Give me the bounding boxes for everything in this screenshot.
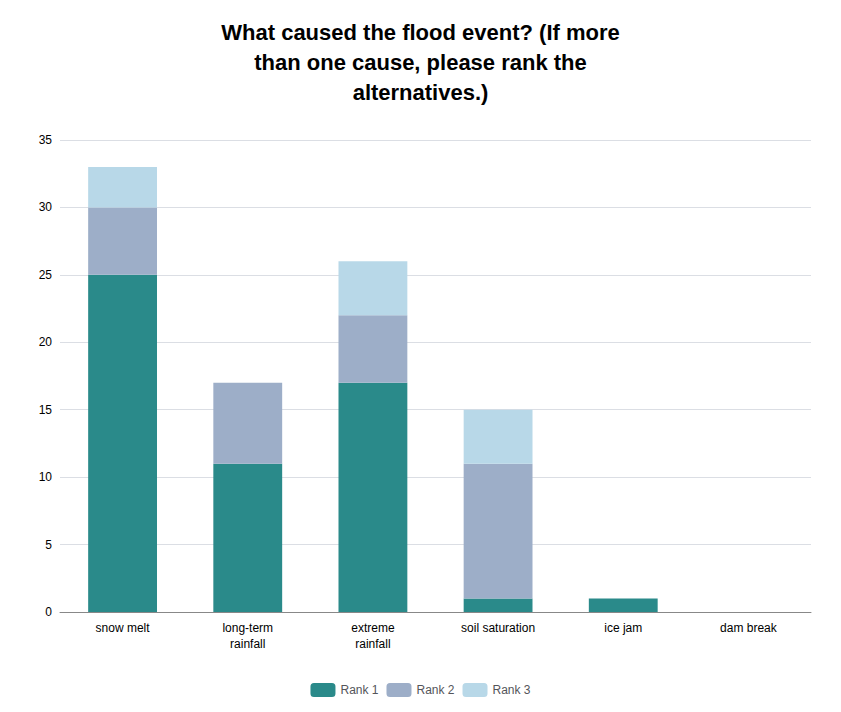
svg-text:snow melt: snow melt — [96, 621, 151, 635]
svg-text:What caused the flood event? (: What caused the flood event? (If more — [221, 20, 619, 45]
svg-text:25: 25 — [39, 268, 53, 282]
svg-text:10: 10 — [39, 470, 53, 484]
svg-text:extreme: extreme — [351, 621, 395, 635]
svg-text:5: 5 — [45, 538, 52, 552]
svg-text:rainfall: rainfall — [355, 637, 390, 651]
svg-text:long-term: long-term — [222, 621, 273, 635]
svg-text:15: 15 — [39, 403, 53, 417]
svg-text:dam break: dam break — [720, 621, 778, 635]
svg-text:soil saturation: soil saturation — [461, 621, 535, 635]
svg-text:than one cause, please rank th: than one cause, please rank the — [254, 50, 587, 75]
svg-text:Rank 1: Rank 1 — [340, 683, 378, 697]
svg-text:ice jam: ice jam — [604, 621, 642, 635]
svg-text:rainfall: rainfall — [230, 637, 265, 651]
svg-text:20: 20 — [39, 335, 53, 349]
svg-text:0: 0 — [45, 605, 52, 619]
svg-text:Rank 2: Rank 2 — [416, 683, 454, 697]
svg-text:30: 30 — [39, 200, 53, 214]
svg-text:35: 35 — [39, 133, 53, 147]
svg-text:Rank 3: Rank 3 — [493, 683, 531, 697]
svg-text:alternatives.): alternatives.) — [353, 80, 489, 105]
